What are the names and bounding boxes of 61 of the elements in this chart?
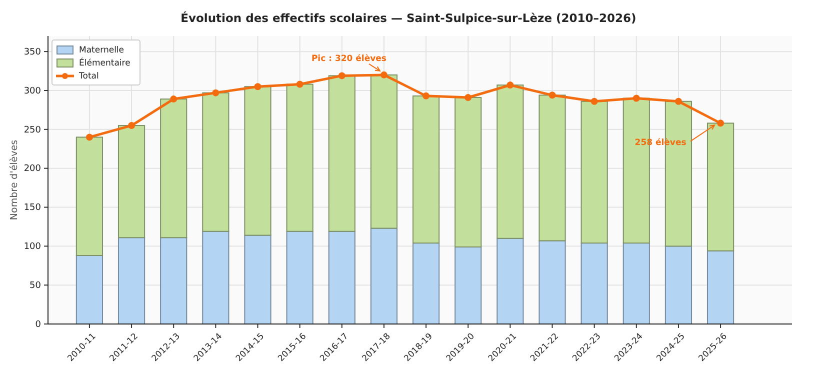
point	[128, 122, 136, 130]
point	[632, 94, 640, 102]
bar	[580, 242, 608, 324]
y-tick-label: 100	[24, 242, 42, 252]
legend-label: Maternelle	[79, 46, 124, 56]
bar	[622, 98, 650, 244]
bar	[202, 230, 230, 324]
point	[212, 89, 220, 96]
y-tick-label: 350	[24, 47, 42, 58]
bar	[370, 74, 398, 229]
bar	[538, 94, 566, 242]
point	[506, 82, 514, 89]
bar	[454, 246, 482, 324]
point	[86, 134, 93, 141]
bar	[496, 238, 524, 324]
bar	[160, 98, 188, 238]
y-tick-label: 0	[35, 320, 42, 330]
legend-label: Total	[78, 72, 99, 82]
annotation: Pic : 320 élèves	[311, 54, 386, 64]
point	[717, 120, 724, 127]
bar	[286, 230, 314, 324]
bar	[454, 96, 482, 248]
point	[464, 94, 472, 101]
bar	[160, 237, 188, 324]
bar	[664, 246, 692, 324]
point	[170, 96, 178, 103]
bar	[76, 136, 103, 256]
chart-title: Évolution des effectifs scolaires — Saint-Sulpice-sur-Lèze (2010–2026)	[180, 11, 636, 25]
point	[674, 98, 682, 105]
legend-label: Élémentaire	[79, 58, 130, 69]
y-tick-label: 300	[24, 86, 42, 96]
bar	[118, 125, 146, 238]
y-axis-title: Nombre d'élèves	[9, 140, 20, 220]
y-tick-label: 50	[30, 280, 42, 291]
point	[590, 98, 598, 105]
point	[296, 80, 304, 88]
point	[548, 92, 556, 99]
bar	[580, 100, 608, 244]
point	[380, 71, 388, 78]
bar	[118, 237, 146, 324]
point	[254, 83, 262, 90]
bar	[622, 242, 650, 324]
bar	[244, 86, 272, 236]
bar	[412, 242, 440, 324]
bar	[707, 250, 734, 324]
bar	[370, 228, 398, 324]
point	[338, 72, 346, 80]
y-tick-label: 150	[24, 203, 42, 214]
bar	[496, 84, 524, 239]
y-tick-label: 200	[24, 164, 42, 174]
bar	[76, 255, 103, 324]
bar	[202, 92, 230, 232]
bar	[412, 95, 440, 244]
bar	[244, 234, 272, 324]
y-tick-label: 250	[24, 125, 42, 136]
point	[422, 92, 430, 100]
bar	[286, 84, 314, 232]
bar	[328, 75, 356, 232]
bar	[328, 230, 356, 324]
bar	[538, 240, 566, 324]
bar	[707, 122, 734, 252]
